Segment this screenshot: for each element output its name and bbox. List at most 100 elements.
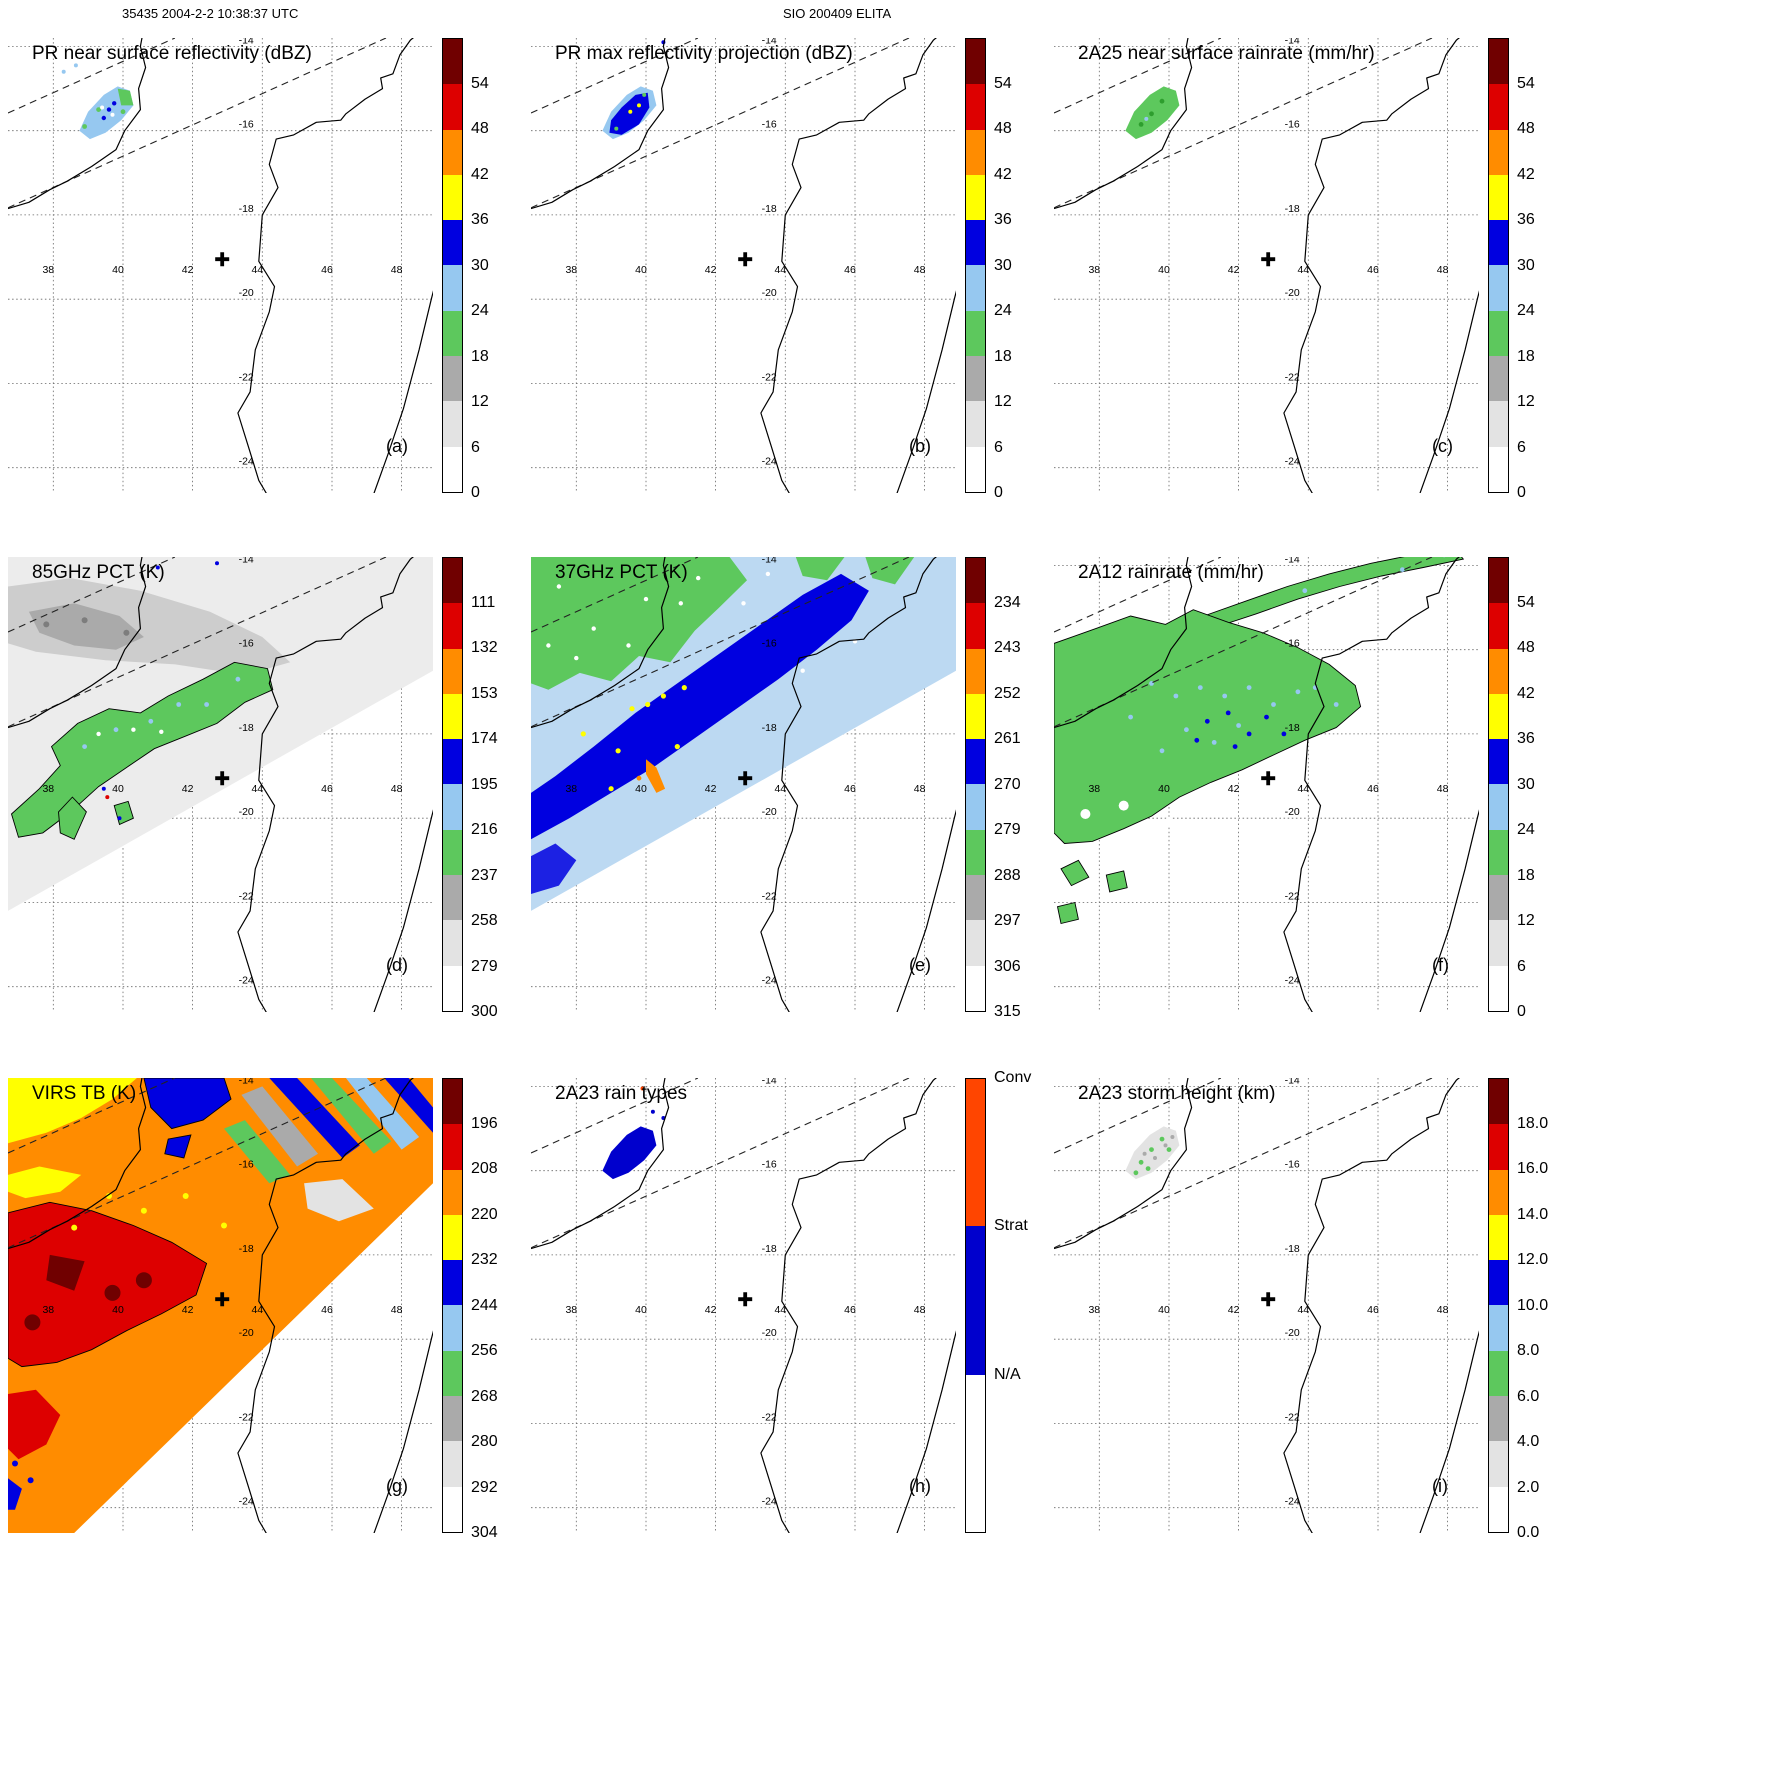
- colorbar-tick-label: 216: [471, 821, 498, 838]
- colorbar-segment: [1489, 356, 1508, 402]
- colorbar-tick-label: 54: [1517, 594, 1535, 611]
- lon-grid-label: 42: [182, 264, 194, 276]
- colorbar-segment: [966, 174, 985, 221]
- panel-title-b: PR max reflectivity projection (dBZ): [555, 43, 853, 64]
- colorbar-tick-label: 42: [994, 166, 1012, 183]
- coastline-mozambique: [531, 1078, 670, 1250]
- colorbar-tick-label: 42: [1517, 685, 1535, 702]
- colorbar-segment: [443, 693, 462, 740]
- colorbar-tick-label: 12: [471, 393, 489, 410]
- lon-grid-label: 40: [1158, 1304, 1170, 1316]
- lat-grid-label: -14: [239, 557, 254, 565]
- swath-dash-lines: [1054, 557, 1433, 728]
- lat-grid-label: -20: [239, 806, 254, 818]
- colorbar-tick-label: 261: [994, 730, 1021, 747]
- colorbar-tick-label: 279: [994, 821, 1021, 838]
- panel-letter-f: (f): [1432, 955, 1449, 975]
- colorbar-segment: [966, 39, 985, 85]
- colorbar-segment: [1489, 829, 1508, 876]
- lon-grid-label: 44: [251, 264, 263, 276]
- lat-grid-label: -24: [762, 456, 777, 468]
- lat-grid-label: -14: [762, 38, 777, 46]
- colorbar-segment: [443, 1169, 462, 1215]
- panel-g: 38 40 42 44 46 48 -14 -16 -18 -20 -22 -24 VIRS TB (K…: [8, 1078, 546, 1556]
- colorbar-tick-label: 196: [471, 1115, 498, 1132]
- colorbar-tick-label: 30: [1517, 257, 1535, 274]
- lat-grid-label: -16: [1285, 1159, 1300, 1171]
- coastline-mozambique: [1054, 557, 1193, 729]
- colorbar-tick-label: 132: [471, 639, 498, 656]
- colorbar-tick-label: 42: [471, 166, 489, 183]
- colorbar-segment: [1489, 1305, 1508, 1351]
- colorbar-segment: [443, 84, 462, 130]
- colorbar-tick-label: 24: [1517, 821, 1535, 838]
- panel-d: 38 40 42 44 46 48 -14 -16 -18 -20 -22 -24 85GHz PCT …: [8, 557, 546, 1035]
- grid-layer: [1054, 1078, 1479, 1533]
- colorbar-tick-label: 297: [994, 912, 1021, 929]
- colorbar-segment: [1489, 558, 1508, 604]
- lon-grid-label: 44: [774, 264, 786, 276]
- colorbar-segment: [443, 310, 462, 357]
- colorbar-segment: [966, 693, 985, 740]
- colorbar-segment: [966, 265, 985, 311]
- colorbar-segment: [443, 401, 462, 447]
- lon-grid-label: 42: [705, 1304, 717, 1316]
- lat-grid-label: -18: [239, 1243, 254, 1255]
- lat-grid-label: -14: [762, 1078, 777, 1086]
- panel-letter-a: (a): [386, 436, 408, 456]
- colorbar-tick-label: 306: [994, 958, 1021, 975]
- lon-grid-label: 48: [914, 783, 926, 795]
- grid-layer: [531, 1078, 956, 1533]
- colorbar-tick-label: 30: [1517, 776, 1535, 793]
- lon-grid-label: 44: [774, 1304, 786, 1316]
- lon-grid-label: 48: [391, 1304, 403, 1316]
- lat-grid-label: -20: [1285, 1327, 1300, 1339]
- lon-grid-label: 46: [321, 783, 333, 795]
- lon-grid-label: 38: [565, 264, 577, 276]
- lon-grid-label: 46: [321, 1304, 333, 1316]
- lon-grid-label: 48: [1437, 783, 1449, 795]
- colorbar-tick-label: 18.0: [1517, 1115, 1549, 1132]
- panel-f: 38 40 42 44 46 48 -14 -16 -18 -20 -22 -24 2A12 rainr…: [1054, 557, 1592, 1035]
- colorbar-segment: [1489, 1169, 1508, 1215]
- colorbar-tick-label: 280: [471, 1433, 498, 1450]
- colorbar-segment: [1489, 1486, 1508, 1532]
- colorbar-tick-label: Strat: [994, 1217, 1028, 1234]
- coastline-mozambique: [1054, 1078, 1193, 1250]
- lat-grid-label: -22: [1285, 891, 1300, 903]
- colorbar-segment: [966, 603, 985, 649]
- lon-grid-label: 46: [844, 783, 856, 795]
- lat-grid-label: -24: [239, 456, 254, 468]
- data-overlay: [531, 557, 956, 911]
- swath-dash-lines: [8, 557, 387, 728]
- colorbar-d: [442, 557, 463, 1012]
- center-cross-marker: [215, 1292, 230, 1307]
- lat-grid-label: -20: [762, 287, 777, 299]
- colorbar-tick-label: 18: [1517, 348, 1535, 365]
- colorbar-segment: [966, 965, 985, 1011]
- colorbar-segment: [443, 965, 462, 1011]
- colorbar-tick-label: 30: [994, 257, 1012, 274]
- panel-h: 38 40 42 44 46 48 -14 -16 -18 -20 -22 -24 2A23 rain …: [531, 1069, 1069, 1556]
- colorbar-segment: [443, 784, 462, 830]
- colorbar-segment: [1489, 1350, 1508, 1397]
- lat-grid-label: -22: [762, 1412, 777, 1424]
- lat-grid-label: -16: [762, 1159, 777, 1171]
- lon-grid-label: 40: [635, 264, 647, 276]
- panel-i: 38 40 42 44 46 48 -14 -16 -18 -20 -22 -24 2A23 storm…: [1054, 1078, 1592, 1556]
- lon-grid-label: 42: [182, 783, 194, 795]
- colorbar-tick-label: 0: [994, 484, 1003, 501]
- colorbar-tick-label: Conv: [994, 1069, 1032, 1086]
- lat-grid-label: -14: [1285, 557, 1300, 565]
- colorbar-tick-label: 304: [471, 1524, 498, 1541]
- colorbar-segment: [966, 1374, 985, 1532]
- lat-grid-label: -18: [239, 722, 254, 734]
- colorbar-tick-label: 220: [471, 1206, 498, 1223]
- colorbar-tick-label: 315: [994, 1003, 1021, 1020]
- lon-grid-label: 38: [1088, 264, 1100, 276]
- lat-grid-label: -14: [239, 38, 254, 46]
- colorbar-tick-label: 6: [471, 439, 480, 456]
- colorbar-tick-label: 12: [994, 393, 1012, 410]
- lat-grid-label: -18: [1285, 203, 1300, 215]
- map-c: 38 40 42 44 46 48 -14 -16 -18 -20 -22 -24: [1054, 38, 1479, 493]
